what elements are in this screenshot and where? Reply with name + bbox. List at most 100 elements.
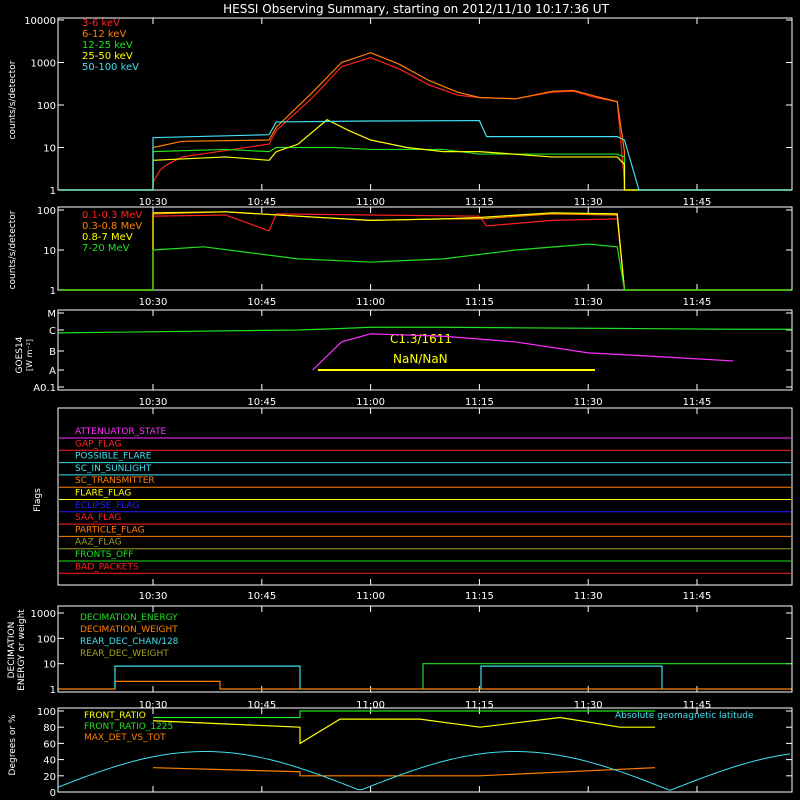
legend-entry: 25-50 keV (82, 51, 133, 62)
legend-entry: FRONT_RATIO_1225 (84, 722, 173, 732)
time-tick-label: 11:30 (574, 700, 603, 711)
series-line-25-50 keV (59, 119, 791, 191)
legend-entry: 7-20 MeV (82, 243, 130, 254)
time-tick-label: 11:00 (356, 591, 385, 602)
flag-label: GAP_FLAG (75, 439, 121, 449)
goes-short-line (312, 333, 734, 371)
y-tick-label: 60 (43, 739, 56, 750)
goes-ylabel-units: [W m⁻²] (25, 339, 34, 371)
legend-entry: 50-100 keV (82, 62, 139, 73)
series-line-7-20 MeV (59, 243, 791, 291)
legend-entry: Absolute geomagnetic latitude (615, 711, 754, 721)
decimation-energy-line (422, 663, 791, 689)
legend-entry: 0.1-0.3 MeV (82, 210, 142, 221)
flag-label: AAZ_FLAG (75, 538, 122, 548)
y-tick-label: 40 (43, 756, 56, 767)
series-line-12-25 keV (59, 146, 791, 191)
legend-entry: 3-6 keV (82, 18, 120, 29)
counts-high-ylabel: counts/s/detector (8, 210, 18, 289)
series-line-50-100 keV (59, 119, 791, 191)
time-tick-label: 11:45 (683, 591, 712, 602)
front-ratio-1225-line (153, 710, 655, 719)
time-tick-label: 11:30 (574, 591, 603, 602)
time-tick-label: 10:30 (139, 700, 168, 711)
time-tick-label: 10:45 (247, 591, 276, 602)
decimation-ylabel-1: DECIMATION (7, 622, 17, 679)
y-tick-label: A (49, 366, 56, 377)
flag-label: ATTENUATOR_STATE (75, 427, 167, 437)
y-tick-label: M (47, 309, 56, 320)
time-tick-label: 10:45 (247, 197, 276, 208)
y-tick-label: A0.1 (33, 383, 56, 394)
y-tick-label: 10 (43, 144, 56, 155)
y-tick-label: 1000 (31, 609, 56, 620)
flags-ylabel: Flags (33, 488, 43, 512)
time-tick-label: 11:15 (465, 297, 494, 308)
panel-frame-2 (57, 309, 793, 391)
flag-label: SC_IN_SUNLIGHT (75, 464, 152, 474)
legend-entry: 6-12 keV (82, 29, 126, 40)
flag-label: POSSIBLE_FLARE (75, 452, 152, 462)
max-det-line (152, 767, 656, 777)
time-tick-label: 11:00 (356, 700, 385, 711)
flag-label: FRONTS_OFF (75, 550, 133, 560)
legend-entry: REAR_DEC_WEIGHT (80, 649, 169, 659)
time-tick-label: 11:45 (683, 297, 712, 308)
panel-frames: 10:30 10:45 11:00 11:15 11:30 11:45 10:30 10:45… (24, 16, 793, 799)
series-line-0.1-0.3 MeV (59, 213, 791, 291)
y-tick-label: 10000 (24, 16, 56, 27)
time-tick-label: 11:45 (683, 700, 712, 711)
time-tick-label: 11:30 (574, 197, 603, 208)
flag-label: BAD_PACKETS (75, 562, 139, 572)
y-tick-label: 80 (43, 723, 56, 734)
series-line-6-12 keV (59, 52, 791, 191)
panel-frame-1 (57, 206, 793, 291)
time-tick-label: 11:15 (465, 397, 494, 408)
legend-entry: DECIMATION_ENERGY (80, 613, 178, 623)
legend-entry: DECIMATION_WEIGHT (80, 625, 178, 635)
goes-long-line (58, 326, 791, 334)
y-tick-label: 1000 (31, 59, 56, 70)
time-tick-label: 10:30 (139, 297, 168, 308)
y-tick-label: 100 (37, 707, 56, 718)
y-tick-label: 1 (50, 685, 56, 696)
flag-label: SC_TRANSMITTER (75, 476, 155, 486)
y-tick-label: 100 (37, 101, 56, 112)
series-line-0.3-0.8 MeV (59, 211, 791, 291)
y-tick-label: 100 (37, 206, 56, 217)
time-tick-label: 10:45 (247, 397, 276, 408)
front-ratio-line (152, 716, 655, 745)
time-tick-label: 11:30 (574, 397, 603, 408)
goes-ylabel: GOES14 (15, 336, 25, 373)
time-tick-label: 10:45 (247, 297, 276, 308)
panel-frame-0 (57, 17, 793, 191)
goes-flare-nan: NaN/NaN (393, 352, 448, 366)
time-tick-label: 11:30 (574, 297, 603, 308)
legend-entry: REAR_DEC_CHAN/128 (80, 637, 179, 647)
series-line-3-6 keV (59, 57, 791, 191)
series-line-0.8-7 MeV (59, 211, 791, 291)
y-tick-label: 10 (43, 660, 56, 671)
legend-entry: 0.3-0.8 MeV (82, 221, 142, 232)
panel-frame-3 (57, 407, 793, 586)
time-tick-label: 11:15 (465, 700, 494, 711)
legend-entry: 0.8-7 MeV (82, 232, 133, 243)
time-tick-label: 11:15 (465, 591, 494, 602)
rear-dec-chan-line-2 (480, 665, 663, 689)
time-tick-label: 11:00 (356, 297, 385, 308)
time-tick-label: 10:30 (139, 197, 168, 208)
y-tick-label: C (49, 326, 56, 337)
y-tick-label: 0 (50, 788, 56, 799)
counts-ylabel: counts/s/detector (8, 60, 18, 139)
rear-dec-chan-line (114, 665, 301, 689)
y-tick-label: 100 (37, 634, 56, 645)
legend-entry: MAX_DET_VS_TOT (84, 733, 166, 743)
time-tick-label: 11:15 (465, 197, 494, 208)
y-tick-label: 10 (43, 246, 56, 257)
flag-label: SAA_FLAG (75, 513, 121, 523)
flag-label: PARTICLE_FLAG (75, 525, 145, 535)
ratios-ylabel: Degrees or % (8, 714, 18, 775)
decimation-weight-line (59, 680, 791, 690)
